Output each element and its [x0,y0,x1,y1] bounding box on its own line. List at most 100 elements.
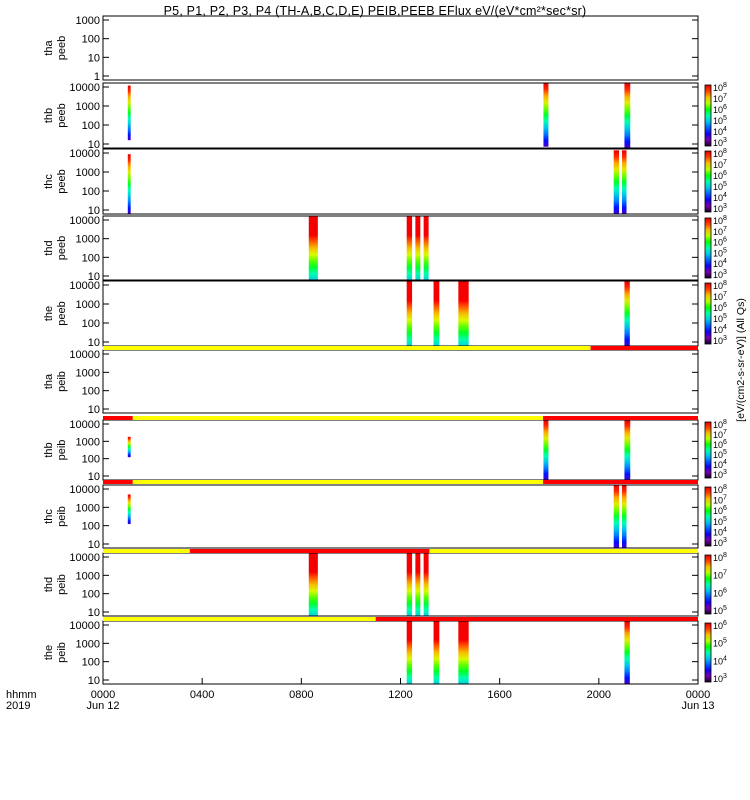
spectrogram-burst [415,216,421,280]
colorbar-tick-label: 108 [713,552,727,563]
colorbar-tick-label: 106 [713,620,727,631]
y-tick-label: 1000 [76,234,100,246]
y-tick-label: 100 [82,252,100,264]
x-axis-year: 2019 [6,700,30,712]
panel-tha-peib: 10000 1000 100 10 tha peib [43,349,699,416]
mode-bar-segment [375,617,698,621]
colorbar-tick-label: 108 [713,82,727,93]
y-tick-label: 10000 [69,82,100,94]
mode-bar-segment [543,416,698,420]
colorbar-tick-label: 107 [713,495,727,506]
probe-label: the [43,306,55,321]
colorbar-tick-label: 106 [713,302,727,313]
product-label: peib [56,642,68,663]
panel-tha-peeb: 1000 100 10 1 tha peeb [43,15,699,83]
probe-label: thb [43,108,55,123]
mode-bar-segment [103,480,133,484]
panel-frame [102,82,699,149]
y-tick-label: 1000 [76,299,100,311]
product-label: peeb [56,36,68,60]
mode-bar-segment [590,346,698,350]
panel-thd-peib: 10000 1000 100 10 thd peib 108 107 106 105 [43,552,727,619]
colorbar [704,554,712,615]
y-tick-label: 10 [88,271,100,283]
colorbar-tick-label: 104 [713,324,727,335]
spectrogram-burst [423,216,429,280]
mode-bar-segment [132,480,544,484]
colorbar-axis-label: [eV/(cm2-s-sr-eV)] (All Qs) [735,298,747,422]
spectrogram-burst [308,553,318,616]
colorbar-tick-label: 108 [713,280,727,291]
y-tick-label: 10000 [69,349,100,361]
product-label: peib [56,371,68,392]
spectrogram-burst [458,621,469,684]
colorbar [704,217,712,279]
mode-bar-segment [132,416,544,420]
y-tick-label: 10000 [69,419,100,431]
colorbar-tick-label: 103 [713,673,727,684]
y-tick-label: 10 [88,139,100,151]
product-label: peib [56,440,68,461]
y-tick-label: 1000 [76,367,100,379]
colorbar-tick-label: 104 [713,526,727,537]
product-label: peeb [56,236,68,260]
colorbar-tick-label: 106 [713,170,727,181]
spectrogram-burst [406,553,413,616]
spectrogram-burst [613,150,620,214]
colorbar-tick-label: 106 [713,104,727,115]
x-tick-label: 0800 [289,689,313,701]
colorbar-tick-label: 105 [713,115,727,126]
colorbar [704,84,712,147]
chart-title: P5, P1, P2, P3, P4 (TH-A,B,C,D,E) PEIB,P… [163,4,587,18]
spectrogram-burst [624,621,630,684]
spectrogram-burst [415,553,421,616]
colorbar-tick-label: 103 [713,203,727,214]
y-tick-label: 100 [82,589,100,601]
product-label: peib [56,574,68,595]
y-tick-label: 1000 [76,167,100,179]
probe-label: thd [43,240,55,255]
colorbar-tick-label: 106 [713,587,727,598]
colorbar-tick-label: 108 [713,419,727,430]
y-tick-label: 100 [82,186,100,198]
spectrogram-burst [433,281,440,346]
colorbar-tick-label: 104 [713,258,727,269]
x-tick-label: 0000 [686,689,710,701]
colorbar [704,282,712,345]
y-tick-label: 10000 [69,148,100,160]
colorbar [704,486,712,547]
panel-frame [102,215,699,281]
colorbar-tick-label: 107 [713,93,727,104]
probe-label: tha [43,39,55,55]
probe-label: thb [43,442,55,457]
y-tick-label: 1000 [76,638,100,650]
colorbar-tick-label: 107 [713,570,727,581]
x-axis-label: hhmm [6,689,37,701]
spectrogram-burst [308,216,318,280]
colorbar-tick-label: 105 [713,181,727,192]
colorbar-tick-label: 107 [713,291,727,302]
y-tick-label: 10000 [69,215,100,227]
y-tick-label: 100 [82,454,100,466]
y-tick-label: 100 [82,318,100,330]
y-tick-label: 10 [88,337,100,349]
y-tick-label: 1000 [76,101,100,113]
colorbar-tick-label: 108 [713,215,727,226]
y-tick-label: 1 [94,71,100,83]
spectrogram-burst [127,436,131,458]
spectrogram-burst [613,485,620,548]
y-tick-label: 10000 [69,484,100,496]
spectrogram-burst [621,485,627,548]
panel-frame [102,484,699,549]
spectrogram-burst [433,621,440,684]
mode-bar-segment [103,346,591,350]
panel-frame [102,419,699,481]
colorbar-tick-label: 103 [713,335,727,346]
spectrogram-burst [543,420,549,480]
colorbar-tick-label: 103 [713,269,727,280]
